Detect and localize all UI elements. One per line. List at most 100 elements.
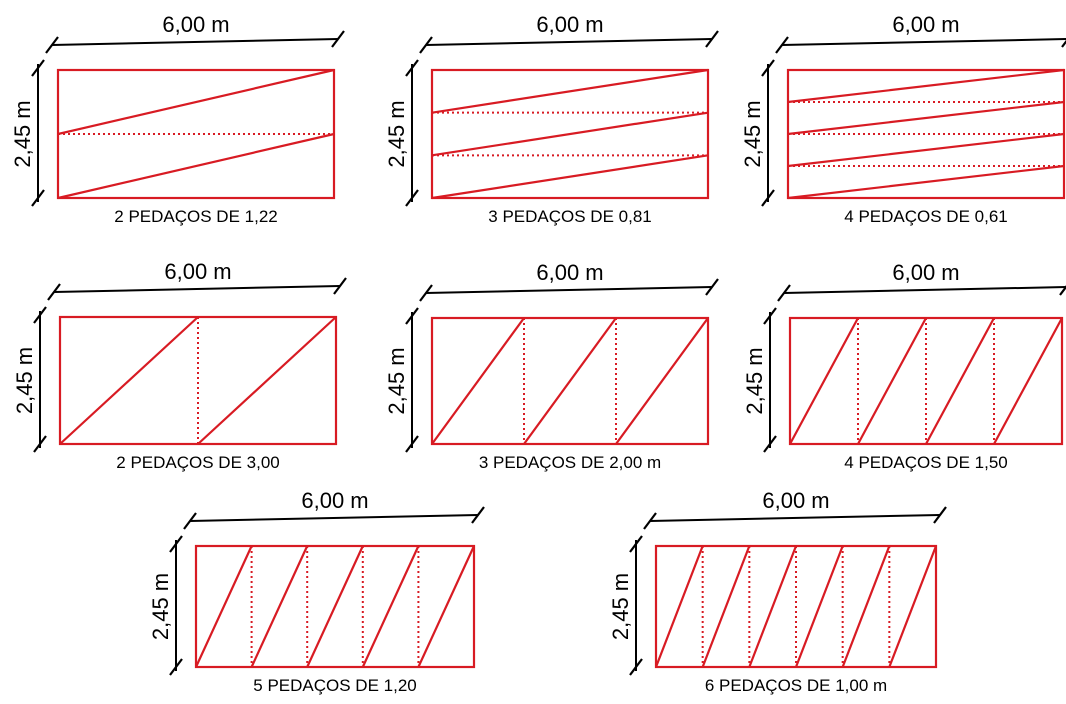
diagonal-cut bbox=[431, 154, 709, 200]
panel-outline bbox=[788, 316, 1064, 446]
dimension-tick bbox=[47, 283, 61, 301]
diagonal-cut bbox=[841, 545, 891, 668]
dimension-tick bbox=[777, 284, 791, 302]
diagonal-cut bbox=[787, 132, 1065, 168]
dimension-tick bbox=[33, 306, 47, 324]
dimension-tick bbox=[471, 506, 485, 524]
diagonal-cut bbox=[857, 317, 927, 445]
dimension-tick bbox=[333, 277, 347, 295]
height-label: 2,45 m bbox=[740, 100, 765, 167]
height-label: 2,45 m bbox=[148, 573, 173, 640]
dimension-tick bbox=[183, 512, 197, 530]
height-label: 2,45 m bbox=[12, 347, 37, 414]
diagonal-cut bbox=[615, 317, 709, 445]
diagonal-cut bbox=[197, 316, 337, 445]
dimension-tick bbox=[643, 512, 657, 530]
panel-caption: 4 PEDAÇOS DE 1,50 bbox=[844, 453, 1007, 472]
diagonal-cut bbox=[417, 545, 475, 668]
dimension-tick bbox=[761, 59, 775, 77]
dimension-tick bbox=[419, 36, 433, 54]
dimension-tick bbox=[1061, 39, 1066, 48]
panel-8: 6,00 m 2,45 m 6 PEDAÇOS DE 1,00 m bbox=[608, 488, 947, 695]
diagonal-cut bbox=[361, 545, 420, 668]
diagonal-cut bbox=[748, 545, 798, 668]
panel-outline bbox=[58, 315, 338, 446]
width-label: 6,00 m bbox=[301, 488, 368, 513]
width-label: 6,00 m bbox=[162, 12, 229, 37]
panel-2: 6,00 m 2,45 m 3 PEDAÇOS DE 0,81 bbox=[384, 12, 719, 226]
height-label: 2,45 m bbox=[384, 100, 409, 167]
width-dimension-line bbox=[425, 38, 713, 46]
dimension-tick bbox=[169, 535, 183, 553]
diagonal-cut bbox=[195, 545, 253, 668]
dimension-tick bbox=[331, 30, 345, 48]
diagonal-cut bbox=[431, 68, 709, 114]
diagonal-cut bbox=[787, 164, 1065, 200]
width-label: 6,00 m bbox=[536, 260, 603, 285]
width-dimension-line bbox=[783, 286, 1066, 294]
panel-1: 6,00 m 2,45 m 2 PEDAÇOS DE 1,22 bbox=[10, 12, 345, 226]
panel-caption: 2 PEDAÇOS DE 3,00 bbox=[116, 453, 279, 472]
diagonal-cut bbox=[789, 317, 859, 445]
diagonal-cut bbox=[787, 68, 1065, 104]
dimension-tick bbox=[419, 284, 433, 302]
width-label: 6,00 m bbox=[536, 12, 603, 37]
panel-7: 6,00 m 2,45 m 5 PEDAÇOS DE 1,20 bbox=[148, 488, 485, 695]
panel-caption: 6 PEDAÇOS DE 1,00 m bbox=[705, 676, 887, 695]
panel-caption: 3 PEDAÇOS DE 2,00 m bbox=[479, 453, 661, 472]
dimension-tick bbox=[405, 59, 419, 77]
panel-4: 6,00 m 2,45 m 2 PEDAÇOS DE 3,00 bbox=[12, 259, 347, 472]
width-label: 6,00 m bbox=[164, 259, 231, 284]
dimension-tick bbox=[763, 307, 777, 325]
panel-caption: 2 PEDAÇOS DE 1,22 bbox=[114, 207, 277, 226]
panel-6: 6,00 m 2,45 m 4 PEDAÇOS DE 1,50 bbox=[742, 260, 1066, 472]
panel-caption: 5 PEDAÇOS DE 1,20 bbox=[253, 676, 416, 695]
dimension-tick bbox=[405, 307, 419, 325]
panel-outline bbox=[430, 316, 710, 446]
dimension-tick bbox=[629, 658, 643, 676]
height-label: 2,45 m bbox=[10, 100, 35, 167]
panel-outline bbox=[194, 544, 476, 669]
height-label: 2,45 m bbox=[384, 347, 409, 414]
panel-3: 6,00 m 2,45 m 4 PEDAÇOS DE 0,61 bbox=[740, 12, 1066, 226]
height-label: 2,45 m bbox=[608, 573, 633, 640]
diagonal-cut bbox=[306, 545, 364, 668]
width-dimension-line bbox=[781, 38, 1066, 46]
width-dimension-line bbox=[649, 514, 941, 522]
panel-5: 6,00 m 2,45 m 3 PEDAÇOS DE 2,00 m bbox=[384, 260, 719, 472]
diagonal-cut bbox=[57, 68, 335, 136]
dimension-tick bbox=[33, 435, 47, 453]
diagonal-cut bbox=[431, 111, 709, 157]
diagonal-cut bbox=[59, 316, 199, 445]
diagonal-cut bbox=[925, 317, 995, 445]
panel-caption: 3 PEDAÇOS DE 0,81 bbox=[488, 207, 651, 226]
dimension-tick bbox=[405, 189, 419, 207]
dimension-tick bbox=[933, 506, 947, 524]
width-label: 6,00 m bbox=[762, 488, 829, 513]
width-dimension-line bbox=[189, 514, 479, 522]
diagonal-cut bbox=[993, 317, 1063, 445]
dimension-tick bbox=[775, 36, 789, 54]
width-dimension-line bbox=[53, 285, 341, 293]
dimension-tick bbox=[763, 435, 777, 453]
panel-outline bbox=[430, 68, 710, 200]
dimension-tick bbox=[45, 36, 59, 54]
dimension-tick bbox=[31, 59, 45, 77]
height-label: 2,45 m bbox=[742, 347, 767, 414]
diagonal-cut bbox=[57, 132, 335, 200]
diagonal-cut bbox=[888, 545, 938, 668]
diagonal-cut bbox=[701, 545, 751, 668]
dimension-tick bbox=[705, 30, 719, 48]
dimension-tick bbox=[705, 278, 719, 296]
width-dimension-line bbox=[425, 286, 713, 294]
dimension-tick bbox=[1059, 285, 1066, 296]
dimension-tick bbox=[31, 189, 45, 207]
width-label: 6,00 m bbox=[892, 260, 959, 285]
width-dimension-line bbox=[51, 38, 339, 46]
diagonal-cut bbox=[523, 317, 617, 445]
diagonal-cut bbox=[250, 545, 309, 668]
diagonal-cut bbox=[787, 100, 1065, 136]
dimension-tick bbox=[405, 435, 419, 453]
diagonal-cut bbox=[794, 545, 844, 668]
